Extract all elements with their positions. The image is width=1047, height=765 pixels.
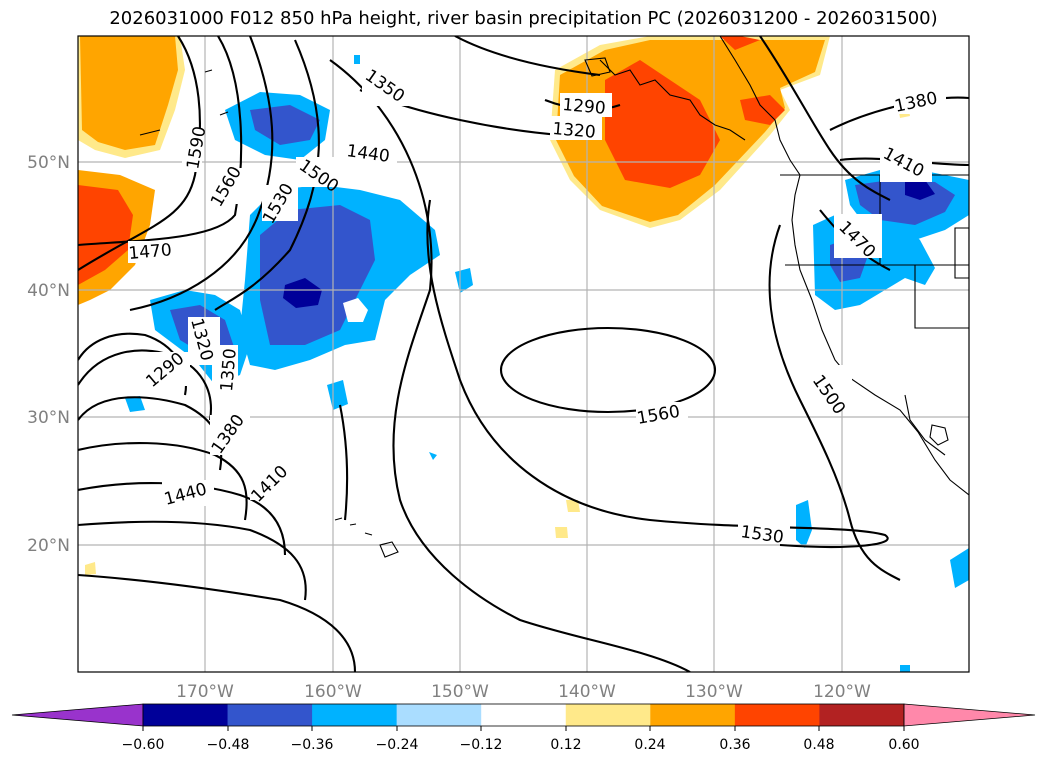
contour-label: 1470 [834, 214, 882, 262]
colorbar-tick-label: 0.60 [888, 737, 919, 753]
svg-text:1320: 1320 [552, 119, 597, 143]
colorbar-tick-label: 0.24 [634, 737, 665, 753]
colorbar-segment [819, 704, 905, 726]
contour-label: 1560 [635, 402, 688, 429]
contour-label: 1470 [128, 240, 180, 264]
latitude-labels: 50°N 40°N 30°N 20°N [27, 153, 70, 556]
colorbar-tick-label: −0.36 [291, 737, 334, 753]
colorbar: −0.60 −0.48 −0.36 −0.24 −0.12 0.12 0.24 … [11, 703, 1036, 753]
contour-label: 1350 [361, 66, 410, 107]
precip-positive-shading [78, 36, 910, 575]
contour-label: 1440 [162, 479, 214, 510]
colorbar-tick-label: −0.24 [376, 737, 419, 753]
longitude-labels: 170°W 160°W 150°W 140°W 130°W 120°W [176, 682, 871, 702]
svg-text:1290: 1290 [562, 95, 607, 119]
colorbar-segment [396, 704, 482, 726]
map-plot-area: 1590 1560 1530 1500 1470 1440 1440 1380 … [78, 36, 969, 672]
lon-label: 170°W [176, 682, 234, 702]
colorbar-segment [565, 704, 651, 726]
colorbar-extend-low [11, 703, 144, 727]
contour-label: 1590 [182, 125, 210, 172]
lon-label: 130°W [685, 682, 743, 702]
colorbar-tick-label: 0.48 [803, 737, 834, 753]
contour-labels: 1590 1560 1530 1500 1470 1440 1440 1380 … [128, 66, 946, 548]
lon-label: 120°W [813, 682, 871, 702]
colorbar-tick-label: −0.48 [207, 737, 250, 753]
colorbar-tick-label: −0.60 [122, 737, 165, 753]
colorbar-extend-high [903, 703, 1036, 727]
colorbar-tick-label: 0.36 [719, 737, 750, 753]
contour-label: 1290 [560, 93, 612, 119]
contour-label: 1410 [880, 142, 932, 182]
chart-title: 2026031000 F012 850 hPa height, river ba… [109, 8, 938, 29]
colorbar-segment [650, 704, 736, 726]
colorbar-tick-label: 0.12 [550, 737, 581, 753]
height-contours [78, 36, 969, 672]
contour-label: 1500 [808, 365, 852, 418]
map-frame [77, 35, 970, 673]
lat-label: 40°N [27, 281, 70, 301]
colorbar-segment [734, 704, 820, 726]
contour-label: 1440 [345, 141, 397, 168]
colorbar-segment [312, 704, 398, 726]
svg-text:1470: 1470 [128, 240, 173, 264]
colorbar-tick-label: −0.12 [460, 737, 503, 753]
contour-label: 1320 [186, 316, 220, 365]
lon-label: 150°W [431, 682, 489, 702]
colorbar-segment [143, 704, 229, 726]
contour-label: 1380 [893, 88, 946, 117]
contour-label: 1530 [259, 180, 298, 228]
lat-label: 20°N [27, 536, 70, 556]
lat-label: 30°N [27, 408, 70, 428]
contour-label: 1560 [207, 163, 246, 210]
lon-label: 140°W [558, 682, 616, 702]
lat-label: 50°N [27, 153, 70, 173]
colorbar-frame [142, 703, 905, 727]
svg-text:1350: 1350 [217, 348, 241, 393]
colorbar-segment [227, 704, 313, 726]
lon-label: 160°W [304, 682, 362, 702]
contour-label: 1380 [208, 411, 250, 458]
colorbar-segment [481, 704, 567, 726]
contour-label: 1320 [550, 116, 602, 143]
colorbar-ticks [142, 726, 905, 731]
contour-label: 1290 [142, 349, 190, 392]
contour-label: 1410 [247, 460, 296, 507]
contour-label: 1530 [738, 520, 790, 548]
colorbar-segments [11, 703, 1036, 727]
